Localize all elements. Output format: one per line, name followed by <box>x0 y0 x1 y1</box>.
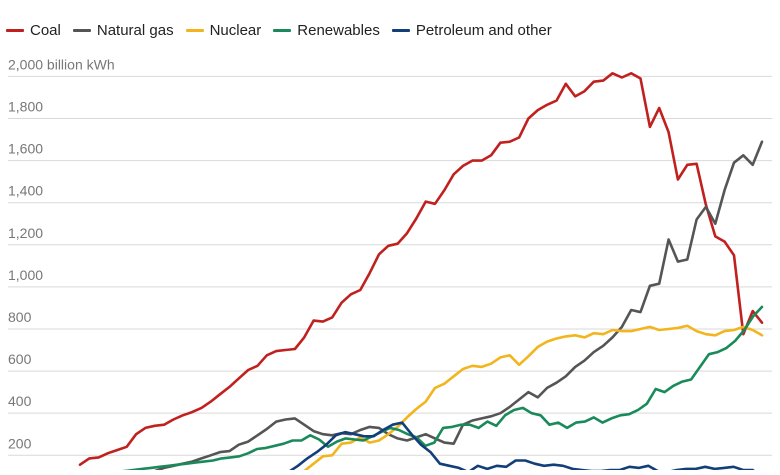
legend-label: Nuclear <box>209 21 262 39</box>
legend-item-1: Natural gas <box>72 21 174 39</box>
legend-label: Natural gas <box>96 21 174 39</box>
series-line-petroleum-and-other <box>281 421 763 475</box>
legend-swatch <box>6 28 24 32</box>
legend-swatch <box>273 28 292 32</box>
y-tick-label: 1,000 <box>8 267 43 283</box>
y-tick-label: 800 <box>8 309 32 325</box>
series-line-renewables <box>78 305 764 475</box>
series-line-nuclear <box>299 324 764 475</box>
legend-item-3: Renewables <box>273 22 380 39</box>
legend-swatch <box>72 28 91 32</box>
y-tick-label: 2,000 billion kWh <box>8 56 115 72</box>
legend-item-0: Coal <box>6 22 61 39</box>
y-tick-label: 1,200 <box>8 225 43 241</box>
y-tick-label: 1,600 <box>8 141 43 157</box>
legend-item-4: Petroleum and other <box>391 21 552 39</box>
legend-label: Renewables <box>297 21 380 39</box>
legend-swatch <box>391 28 410 32</box>
y-tick-label: 200 <box>8 435 32 451</box>
y-tick-label: 1,400 <box>8 183 43 199</box>
y-tick-label: 600 <box>8 351 32 367</box>
legend-label: Coal <box>30 21 61 39</box>
legend-item-2: Nuclear <box>185 21 262 39</box>
legend: Coal Natural gas Nuclear Renewables Petroleu… <box>6 20 564 40</box>
series-line-natural-gas <box>117 140 764 475</box>
legend-label: Petroleum and other <box>415 21 552 39</box>
legend-swatch <box>185 28 204 32</box>
series-line-coal <box>78 72 764 466</box>
y-tick-label: 1,800 <box>8 99 43 115</box>
y-tick-label: 400 <box>8 393 32 409</box>
